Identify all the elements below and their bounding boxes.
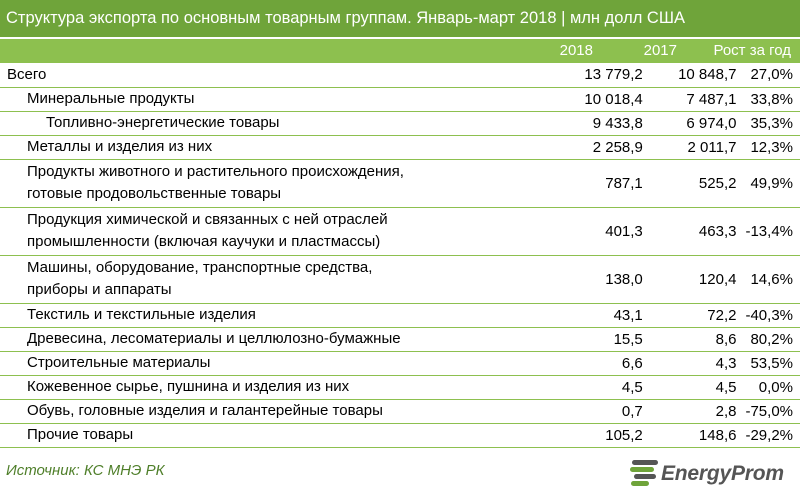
row-label: Всего xyxy=(0,63,566,88)
table-row: Кожевенное сырье, пушнина и изделия из н… xyxy=(0,375,800,400)
value-2018: 138,0 xyxy=(565,255,649,304)
value-2018: 787,1 xyxy=(565,159,649,208)
row-label: Продукты животного и растительного проис… xyxy=(0,159,566,208)
row-label: Обувь, головные изделия и галантерейные … xyxy=(0,399,566,424)
energyprom-logo-icon xyxy=(630,460,658,486)
row-label: Текстиль и текстильные изделия xyxy=(0,303,566,328)
table-row: Продукты животного и растительного проис… xyxy=(0,159,800,208)
row-label-line: готовые продовольственные товары xyxy=(27,185,282,202)
table-title: Структура экспорта по основным товарным … xyxy=(0,0,800,37)
value-2017: 72,2 xyxy=(648,303,746,328)
value-2017: 6 974,0 xyxy=(648,111,746,136)
table-row: Прочие товары 105,2 148,6 -29,2% xyxy=(0,423,800,448)
energyprom-logo-text: EnergyProm xyxy=(661,462,784,485)
row-label: Минеральные продукты xyxy=(0,87,566,112)
growth-value: -29,2% xyxy=(745,423,800,448)
value-2017: 4,5 xyxy=(648,375,746,400)
value-2018: 2 258,9 xyxy=(565,135,649,160)
row-label: Продукция химической и связанных с ней о… xyxy=(0,207,566,256)
row-label-line: промышленности (включая каучуки и пластм… xyxy=(27,233,381,250)
value-2018: 9 433,8 xyxy=(565,111,649,136)
table-row: Металлы и изделия из них 2 258,9 2 011,7… xyxy=(0,135,800,160)
value-2018: 105,2 xyxy=(565,423,649,448)
growth-value: -75,0% xyxy=(745,399,800,424)
row-label-line: Машины, оборудование, транспортные средс… xyxy=(27,259,373,276)
growth-value: 80,2% xyxy=(745,327,800,352)
value-2017: 7 487,1 xyxy=(648,87,746,112)
row-label: Машины, оборудование, транспортные средс… xyxy=(0,255,566,304)
growth-value: 53,5% xyxy=(745,351,800,376)
column-header-growth: Рост за год xyxy=(713,42,791,59)
value-2018: 401,3 xyxy=(565,207,649,256)
value-2017: 8,6 xyxy=(648,327,746,352)
table-row: Продукция химической и связанных с ней о… xyxy=(0,207,800,256)
growth-value: 27,0% xyxy=(745,63,800,88)
value-2018: 6,6 xyxy=(565,351,649,376)
table-row: Строительные материалы 6,6 4,3 53,5% xyxy=(0,351,800,376)
value-2017: 2 011,7 xyxy=(648,135,746,160)
table-row: Минеральные продукты 10 018,4 7 487,1 33… xyxy=(0,87,800,112)
table-row: Обувь, головные изделия и галантерейные … xyxy=(0,399,800,424)
table-row-total: Всего 13 779,2 10 848,7 27,0% xyxy=(0,63,800,88)
value-2018: 4,5 xyxy=(565,375,649,400)
row-label-line: Продукция химической и связанных с ней о… xyxy=(27,211,388,228)
value-2018: 15,5 xyxy=(565,327,649,352)
row-label: Металлы и изделия из них xyxy=(0,135,566,160)
value-2017: 2,8 xyxy=(648,399,746,424)
growth-value: -13,4% xyxy=(745,207,800,256)
row-label: Прочие товары xyxy=(0,423,566,448)
column-header-row: 2018 2017 Рост за год xyxy=(0,39,800,63)
growth-value: 35,3% xyxy=(745,111,800,136)
growth-value: 0,0% xyxy=(745,375,800,400)
value-2017: 148,6 xyxy=(648,423,746,448)
column-header-2017: 2017 xyxy=(643,42,677,59)
growth-value: 12,3% xyxy=(745,135,800,160)
row-label: Строительные материалы xyxy=(0,351,566,376)
energyprom-logo: EnergyProm xyxy=(628,456,798,492)
table-row: Древесина, лесоматериалы и целлюлозно-бу… xyxy=(0,327,800,352)
row-label-line: приборы и аппараты xyxy=(27,281,172,298)
growth-value: -40,3% xyxy=(745,303,800,328)
value-2018: 13 779,2 xyxy=(565,63,649,88)
growth-value: 14,6% xyxy=(745,255,800,304)
value-2017: 525,2 xyxy=(648,159,746,208)
data-table: Всего 13 779,2 10 848,7 27,0% Минеральны… xyxy=(0,63,800,448)
value-2017: 120,4 xyxy=(648,255,746,304)
table-row: Текстиль и текстильные изделия 43,1 72,2… xyxy=(0,303,800,328)
growth-value: 33,8% xyxy=(745,87,800,112)
value-2017: 4,3 xyxy=(648,351,746,376)
growth-value: 49,9% xyxy=(745,159,800,208)
value-2018: 43,1 xyxy=(565,303,649,328)
row-label-line: Продукты животного и растительного проис… xyxy=(27,163,404,180)
value-2017: 10 848,7 xyxy=(648,63,746,88)
row-label: Топливно-энергетические товары xyxy=(0,111,566,136)
column-header-2018: 2018 xyxy=(559,42,593,59)
value-2018: 10 018,4 xyxy=(565,87,649,112)
value-2018: 0,7 xyxy=(565,399,649,424)
value-2017: 463,3 xyxy=(648,207,746,256)
table-row: Топливно-энергетические товары 9 433,8 6… xyxy=(0,111,800,136)
source-note: Источник: КС МНЭ РК xyxy=(6,462,165,479)
row-label: Кожевенное сырье, пушнина и изделия из н… xyxy=(0,375,566,400)
table-row: Машины, оборудование, транспортные средс… xyxy=(0,255,800,304)
row-label: Древесина, лесоматериалы и целлюлозно-бу… xyxy=(0,327,566,352)
